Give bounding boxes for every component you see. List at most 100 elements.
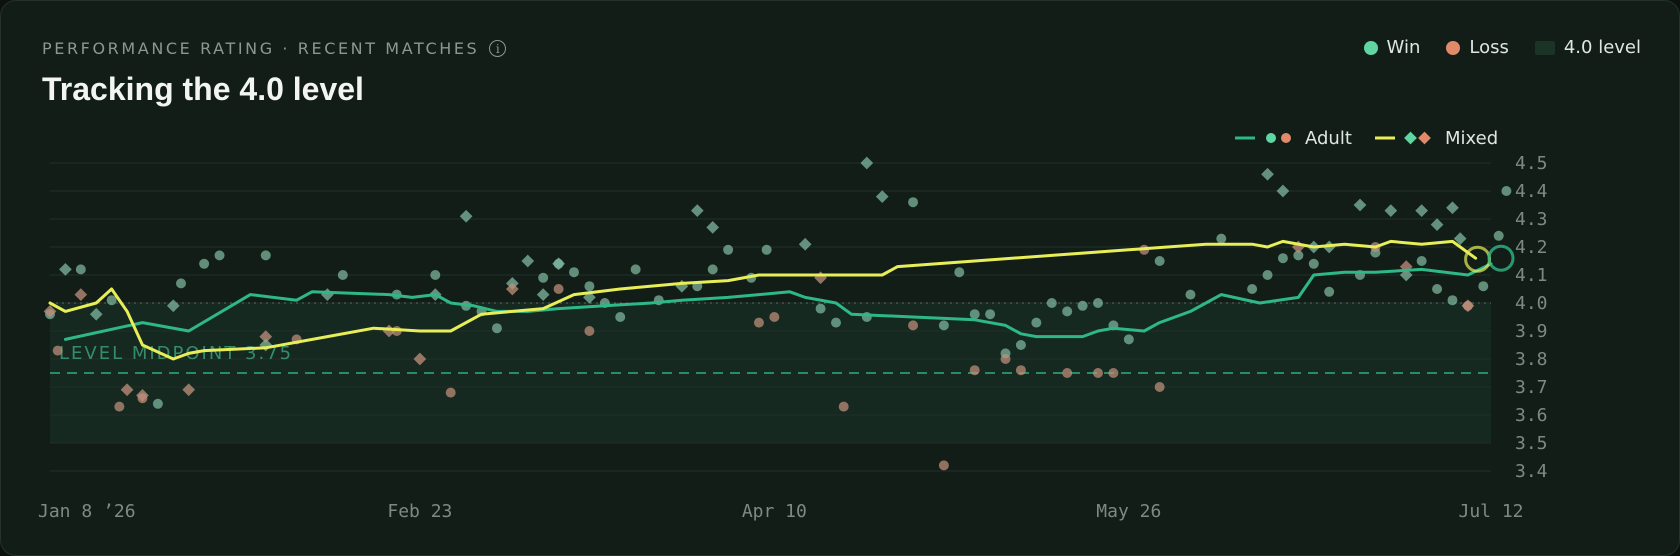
mixed-win-diamond-icon (1404, 131, 1417, 145)
mixed-win-point (59, 263, 72, 276)
adult-loss-point (1062, 368, 1073, 378)
mixed-win-point (1276, 184, 1290, 198)
adult-loss-point (938, 460, 949, 471)
mixed-win-point (321, 288, 334, 301)
eyebrow-text: PERFORMANCE RATING · RECENT MATCHES (42, 39, 480, 58)
adult-win-point (199, 258, 210, 269)
mixed-loss-point (413, 352, 427, 366)
x-tick-label: Jul 12 (1458, 501, 1523, 522)
adult-win-point (1077, 300, 1088, 311)
adult-loss-point (1154, 382, 1165, 392)
mixed-win-point (536, 288, 550, 301)
adult-loss-point (1108, 368, 1119, 378)
mixed-win-point (552, 257, 565, 271)
y-tick-label: 3.4 (1515, 461, 1548, 482)
mixed-series-line (48, 239, 1478, 361)
adult-win-point (1277, 253, 1288, 264)
adult-win-point (584, 281, 595, 292)
mixed-win-point (166, 299, 180, 313)
adult-win-point (538, 272, 549, 283)
legend-win[interactable]: Win (1363, 37, 1420, 58)
adult-win-point (707, 264, 718, 275)
adult-win-point (761, 244, 772, 255)
chart-eyebrow: PERFORMANCE RATING · RECENT MATCHES i (42, 39, 507, 58)
y-tick-label: 4.0 (1515, 293, 1548, 314)
y-tick-label: 3.8 (1515, 349, 1548, 370)
adult-loss-point (1093, 368, 1103, 378)
adult-win-point (1216, 233, 1227, 244)
mixed-loss-diamond-icon (1418, 131, 1431, 145)
mixed-win-point (706, 221, 720, 234)
adult-win-point (1031, 317, 1042, 328)
x-tick-label: Apr 10 (742, 501, 807, 522)
adult-win-point (1447, 295, 1458, 306)
adult-win-dot-icon (1266, 133, 1276, 143)
adult-legend-label: Adult (1305, 128, 1352, 149)
mixed-loss-point (259, 330, 273, 343)
mixed-win-point (1353, 198, 1367, 212)
adult-win-point (723, 244, 734, 255)
legend-loss[interactable]: Loss (1446, 37, 1509, 58)
mixed-win-point (860, 156, 874, 170)
outcome-legend: Win Loss 4.0 level (1363, 37, 1641, 58)
adult-win-point (908, 197, 919, 208)
adult-loss-point (769, 312, 780, 322)
adult-win-point (615, 312, 626, 322)
mixed-win-point (1430, 218, 1444, 231)
adult-loss-point (1000, 354, 1011, 364)
mixed-current-marker (1464, 245, 1492, 273)
level-swatch-icon (1534, 40, 1555, 55)
mixed-loss-point (74, 288, 88, 301)
adult-win-point (337, 270, 348, 280)
x-tick-label: Feb 23 (387, 501, 452, 522)
mixed-loss-point (120, 383, 134, 397)
adult-win-point (1123, 334, 1134, 345)
adult-win-point (1015, 340, 1026, 350)
adult-loss-point (1015, 365, 1026, 376)
x-tick-label: Jan 8 ’26 (38, 501, 136, 522)
adult-win-point (1247, 284, 1258, 294)
adult-win-point (1062, 306, 1073, 317)
loss-dot-icon (1446, 40, 1461, 55)
adult-loss-point (445, 387, 456, 398)
adult-win-point (969, 309, 980, 320)
adult-win-point (1416, 256, 1427, 266)
adult-win-point (985, 309, 996, 320)
mixed-loss-point (136, 389, 149, 402)
x-tick-label: May 26 (1096, 501, 1161, 522)
mixed-win-point (1415, 204, 1429, 217)
mixed-loss-point (43, 305, 57, 318)
y-tick-label: 3.9 (1515, 321, 1548, 342)
y-tick-label: 3.7 (1515, 377, 1548, 398)
mixed-win-point (690, 204, 704, 217)
adult-loss-point (969, 365, 980, 376)
mixed-win-point (521, 254, 535, 268)
y-tick-label: 4.2 (1515, 237, 1548, 258)
mixed-win-point (875, 190, 889, 203)
adult-loss-point (838, 401, 849, 412)
legend-level-label: 4.0 level (1563, 37, 1641, 58)
legend-level[interactable]: 4.0 level (1534, 37, 1641, 58)
adult-win-point (569, 267, 579, 278)
adult-win-point (1432, 284, 1443, 294)
mixed-loss-point (182, 383, 196, 397)
info-icon[interactable]: i (489, 40, 507, 57)
y-tick-label: 4.3 (1515, 209, 1548, 230)
adult-win-point (831, 317, 841, 328)
mixed-win-point (1384, 204, 1398, 217)
mixed-loss-point (505, 282, 519, 296)
adult-loss-point (908, 320, 919, 331)
midpoint-label: LEVEL MIDPOINT 3.75 (59, 343, 293, 364)
adult-win-point (491, 323, 502, 334)
adult-loss-point (52, 345, 63, 356)
adult-series-line (63, 262, 1493, 341)
mixed-win-point (1446, 201, 1459, 215)
y-tick-label: 4.1 (1515, 265, 1548, 286)
win-dot-icon (1363, 40, 1378, 55)
adult-win-point (1185, 289, 1196, 300)
y-tick-label: 4.4 (1515, 181, 1548, 202)
adult-win-point (176, 278, 186, 289)
y-tick-label: 3.5 (1515, 433, 1548, 454)
